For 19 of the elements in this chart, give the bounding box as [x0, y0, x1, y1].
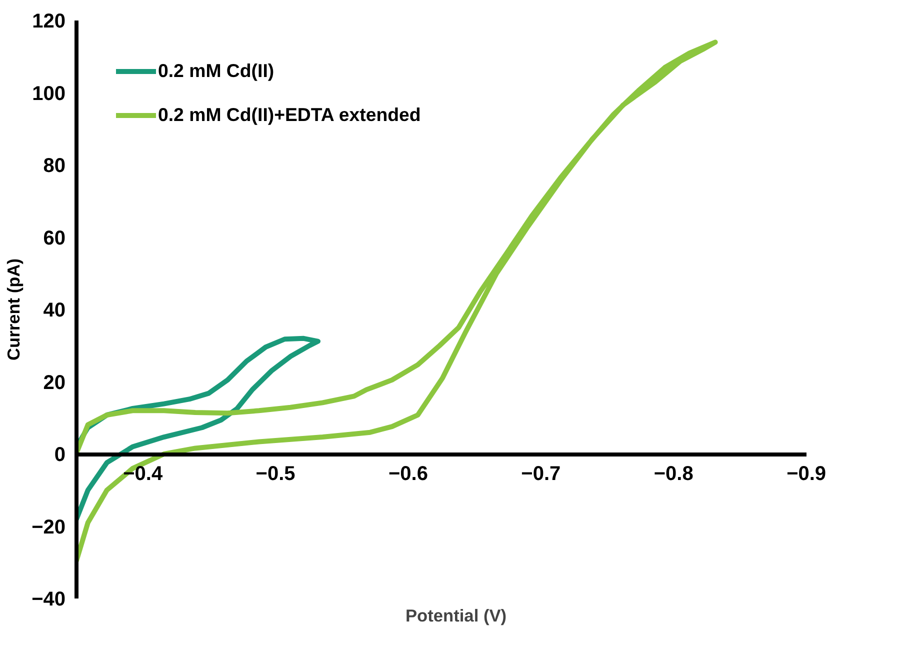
- y-tick-label: 80: [43, 155, 66, 177]
- y-axis-title: Current (pA): [4, 258, 24, 361]
- y-tick-label: 40: [43, 300, 66, 322]
- y-tick-label: 60: [43, 227, 66, 250]
- x-axis-title: Potential (V): [405, 606, 507, 626]
- x-tick-label: −0.7: [521, 463, 561, 485]
- legend-label: 0.2 mM Cd(II): [158, 60, 274, 82]
- y-tick-label: 20: [43, 372, 66, 394]
- x-tick-label: −0.5: [256, 463, 296, 485]
- y-tick-label: 0: [54, 444, 66, 466]
- y-tick-label: 120: [32, 10, 66, 32]
- x-tick-label: −0.9: [786, 463, 826, 485]
- y-tick-label: 100: [32, 82, 66, 105]
- x-tick-label: −0.6: [388, 463, 428, 485]
- y-tick-label: −40: [32, 588, 66, 610]
- y-tick-label: −20: [32, 516, 66, 538]
- legend-label: 0.2 mM Cd(II)+EDTA extended: [158, 104, 421, 126]
- x-tick-label: −0.8: [654, 463, 694, 485]
- x-tick-label: −0.4: [123, 463, 164, 485]
